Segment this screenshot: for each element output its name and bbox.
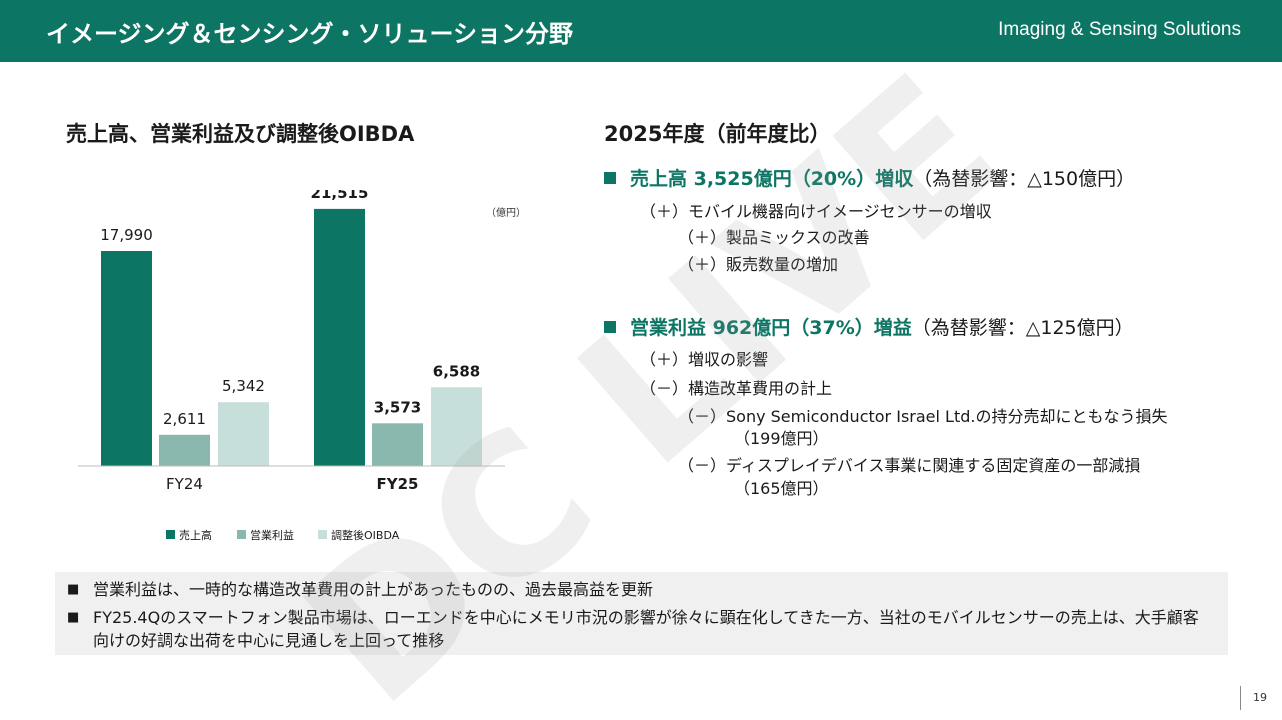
- chart-title: 売上高、営業利益及び調整後OIBDA: [66, 122, 415, 146]
- op-item: （－）Sony Semiconductor Israel Ltd.の持分売却にと…: [678, 407, 1168, 426]
- header-bar: イメージング＆センシング・ソリューション分野 Imaging & Sensing…: [0, 0, 1282, 62]
- data-label: 3,573: [374, 398, 421, 416]
- legend-label: 営業利益: [250, 528, 294, 542]
- data-label: 17,990: [100, 226, 153, 244]
- op-item: （－）ディスプレイデバイス事業に関連する固定資産の一部減損: [678, 456, 1141, 475]
- sales-fx-text: （為替影響：△150億円）: [913, 168, 1136, 190]
- bar: [431, 387, 482, 466]
- right-section-title: 2025年度（前年度比）: [604, 122, 831, 146]
- bar: [218, 402, 269, 466]
- op-item-amount: （199億円）: [734, 429, 829, 448]
- op-head-text: 営業利益 962億円（37%）増益: [630, 317, 912, 339]
- sales-item: （＋）製品ミックスの改善: [678, 228, 870, 247]
- data-label: 2,611: [163, 410, 206, 428]
- summary-note-text: FY25.4Qのスマートフォン製品市場は、ローエンドを中心にメモリ市況の影響が徐…: [93, 608, 1199, 627]
- bar: [314, 208, 365, 466]
- page-title: イメージング＆センシング・ソリューション分野: [46, 20, 574, 48]
- op-item: （＋）増収の影響: [640, 350, 769, 369]
- legend-label: 調整後OIBDA: [331, 528, 400, 542]
- bar: [372, 423, 423, 466]
- bar-chart: 17,990 2,611 5,342 FY24 21,515 3,573 6,588 FY25…: [78, 190, 526, 542]
- sales-item: （＋）販売数量の増加: [678, 255, 839, 274]
- category-label: FY24: [166, 475, 203, 493]
- segment-name: Imaging & Sensing Solutions: [998, 19, 1241, 40]
- summary-box: ■ 営業利益は、一時的な構造改革費用の計上があったものの、過去最高益を更新 ■ …: [55, 572, 1228, 655]
- summary-note-text-cont: 向けの好調な出荷を中心に見通しを上回って推移: [93, 631, 445, 650]
- square-bullet-icon: [604, 171, 616, 184]
- legend-swatch: [237, 530, 246, 539]
- legend-swatch: [166, 530, 175, 539]
- sales-item: （＋）モバイル機器向けイメージセンサーの増収: [640, 202, 992, 221]
- bar: [159, 434, 210, 466]
- square-bullet-icon: ■: [67, 610, 80, 625]
- legend-swatch: [318, 530, 327, 539]
- unit-label: （億円）: [486, 206, 526, 219]
- op-fx-text: （為替影響：△125億円）: [911, 317, 1134, 339]
- sales-headline: 売上高 3,525億円（20%）増収（為替影響：△150億円）: [604, 164, 1135, 191]
- bar: [101, 251, 152, 466]
- square-bullet-icon: ■: [67, 582, 80, 597]
- square-bullet-icon: [604, 320, 616, 333]
- page-number: 19: [1240, 686, 1267, 710]
- category-label: FY25: [377, 475, 419, 493]
- sales-head-text: 売上高 3,525億円（20%）増収: [630, 168, 914, 190]
- data-label: 5,342: [222, 377, 265, 395]
- op-item: （－）構造改革費用の計上: [640, 379, 833, 398]
- data-label: 6,588: [433, 362, 480, 380]
- summary-note-text: 営業利益は、一時的な構造改革費用の計上があったものの、過去最高益を更新: [93, 580, 654, 599]
- legend-label: 売上高: [179, 528, 212, 542]
- op-income-headline: 営業利益 962億円（37%）増益（為替影響：△125億円）: [604, 313, 1134, 340]
- data-label: 21,515: [311, 190, 369, 202]
- op-item-amount: （165億円）: [734, 479, 829, 498]
